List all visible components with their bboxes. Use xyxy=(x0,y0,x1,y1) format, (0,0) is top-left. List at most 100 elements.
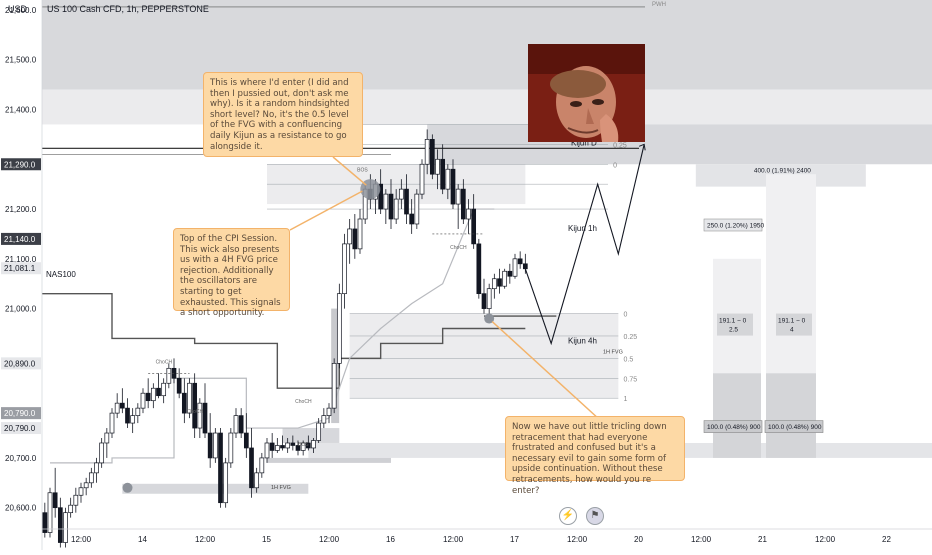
fib-lower-label: 1 xyxy=(624,396,628,403)
candle-body xyxy=(517,258,523,265)
candle-body xyxy=(140,392,146,409)
candle-body xyxy=(393,198,399,220)
price-badge xyxy=(1,232,41,245)
candle-body xyxy=(63,512,68,543)
x-tick-label: 12:00 xyxy=(815,535,836,544)
candle-body xyxy=(88,472,94,484)
candle-body xyxy=(342,243,347,295)
candle-body xyxy=(347,228,353,245)
candle-body xyxy=(83,482,89,489)
candle-body xyxy=(166,367,172,384)
candle-body xyxy=(409,213,415,225)
instrument-tag: NAS100 xyxy=(46,270,76,279)
y-tick-label: 21,100.0 xyxy=(5,255,37,264)
y-tick-label: 21,000.0 xyxy=(5,305,37,314)
y-axis-panel xyxy=(0,0,42,550)
candle-body xyxy=(507,270,513,277)
candle-body xyxy=(78,487,84,496)
candle-body xyxy=(259,457,265,474)
candle-body xyxy=(264,442,270,459)
currency-label: USD xyxy=(8,4,28,14)
candle-body xyxy=(249,447,254,489)
candle-body xyxy=(321,415,327,424)
fib-lower-label: 0.75 xyxy=(624,376,638,383)
projection-box xyxy=(764,420,824,433)
candle-body xyxy=(466,208,471,220)
candle-body xyxy=(207,432,213,459)
candle-body xyxy=(316,422,322,441)
candle-body xyxy=(176,377,182,394)
note-retrace-connector xyxy=(491,320,601,421)
instrument-title[interactable]: US 100 Cash CFD, 1h, PEPPERSTONE xyxy=(47,4,209,14)
candle-body xyxy=(497,278,502,287)
candle-body xyxy=(114,402,120,414)
candle-body xyxy=(192,382,198,429)
candle-body xyxy=(145,392,151,402)
candle-body xyxy=(269,442,275,451)
projection-label-base: 100.0 (0.48%) 900 xyxy=(707,424,761,431)
candle-body xyxy=(491,278,497,290)
x-tick-label: 15 xyxy=(262,535,271,544)
x-tick-label: 21 xyxy=(758,535,767,544)
projection-label-top: 400.0 (1.91%) 2400 xyxy=(754,167,811,174)
price-badge xyxy=(1,422,41,435)
candle-body xyxy=(254,472,260,489)
candle-body xyxy=(218,432,223,504)
flag-icon[interactable]: ⚑ xyxy=(586,507,604,525)
x-tick-label: 12:00 xyxy=(691,535,712,544)
note-enter[interactable]: This is where I'd enter (I did and then … xyxy=(203,72,363,157)
note-cpi[interactable]: Top of the CPI Session. This wick also p… xyxy=(173,228,290,318)
projection-label-mid: 250.0 (1.20%) 1950 xyxy=(707,223,764,230)
candle-body xyxy=(471,208,477,245)
y-tick-label: 21,500.0 xyxy=(5,56,37,65)
candle-body xyxy=(47,492,53,533)
candle-body xyxy=(336,293,342,364)
candle-body xyxy=(212,432,218,459)
candle-body xyxy=(512,258,518,277)
fvg-zone xyxy=(282,428,340,443)
candle-body xyxy=(502,270,508,287)
candle-body xyxy=(481,293,487,309)
reaction-picture xyxy=(528,44,645,142)
note-retrace[interactable]: Now we have out little tricling down ret… xyxy=(505,416,685,496)
note-enter-connector xyxy=(332,156,367,186)
candle-body xyxy=(388,193,394,220)
choch-label: ChoCH xyxy=(450,245,467,251)
lightning-icon[interactable]: ⚡ xyxy=(559,507,577,525)
candle-body xyxy=(99,442,105,464)
candle-body xyxy=(238,415,244,434)
candle-body xyxy=(197,402,203,429)
kijun-4h-label: Kijun 4h xyxy=(568,336,597,345)
candle-body xyxy=(378,183,384,210)
fib-upper-label: 0.25 xyxy=(613,142,627,149)
bos-label: BOS xyxy=(298,442,309,448)
candle-body xyxy=(285,442,291,449)
x-tick-label: 12:00 xyxy=(443,535,464,544)
ratio-label: 191.1 − 0 xyxy=(778,318,806,325)
price-badge-label: 21,140.0 xyxy=(4,235,36,244)
candle-body xyxy=(274,445,280,451)
ratio-label: 4 xyxy=(790,327,794,334)
x-tick-label: 12:00 xyxy=(319,535,340,544)
kijun-1h-line xyxy=(50,208,495,464)
candle-body xyxy=(424,139,430,165)
ratio-label: 191.1 − 0 xyxy=(719,318,747,325)
candle-body xyxy=(135,407,141,416)
kijun-4h-line xyxy=(8,238,526,389)
note-cpi-connector xyxy=(289,190,363,231)
retrace-marker xyxy=(484,313,495,324)
candle-body xyxy=(455,188,461,205)
x-tick-label: 16 xyxy=(386,535,395,544)
fib-lower-fill xyxy=(349,313,619,399)
candle-body xyxy=(223,462,229,504)
candle-body xyxy=(331,362,337,409)
x-tick-label: 17 xyxy=(510,535,519,544)
price-badge-label: 20,790.0 xyxy=(4,424,36,433)
candle-body xyxy=(290,442,296,446)
candle-body xyxy=(181,392,187,414)
candle-body xyxy=(125,407,130,424)
candle-body xyxy=(486,288,492,309)
candle-body xyxy=(57,507,63,543)
